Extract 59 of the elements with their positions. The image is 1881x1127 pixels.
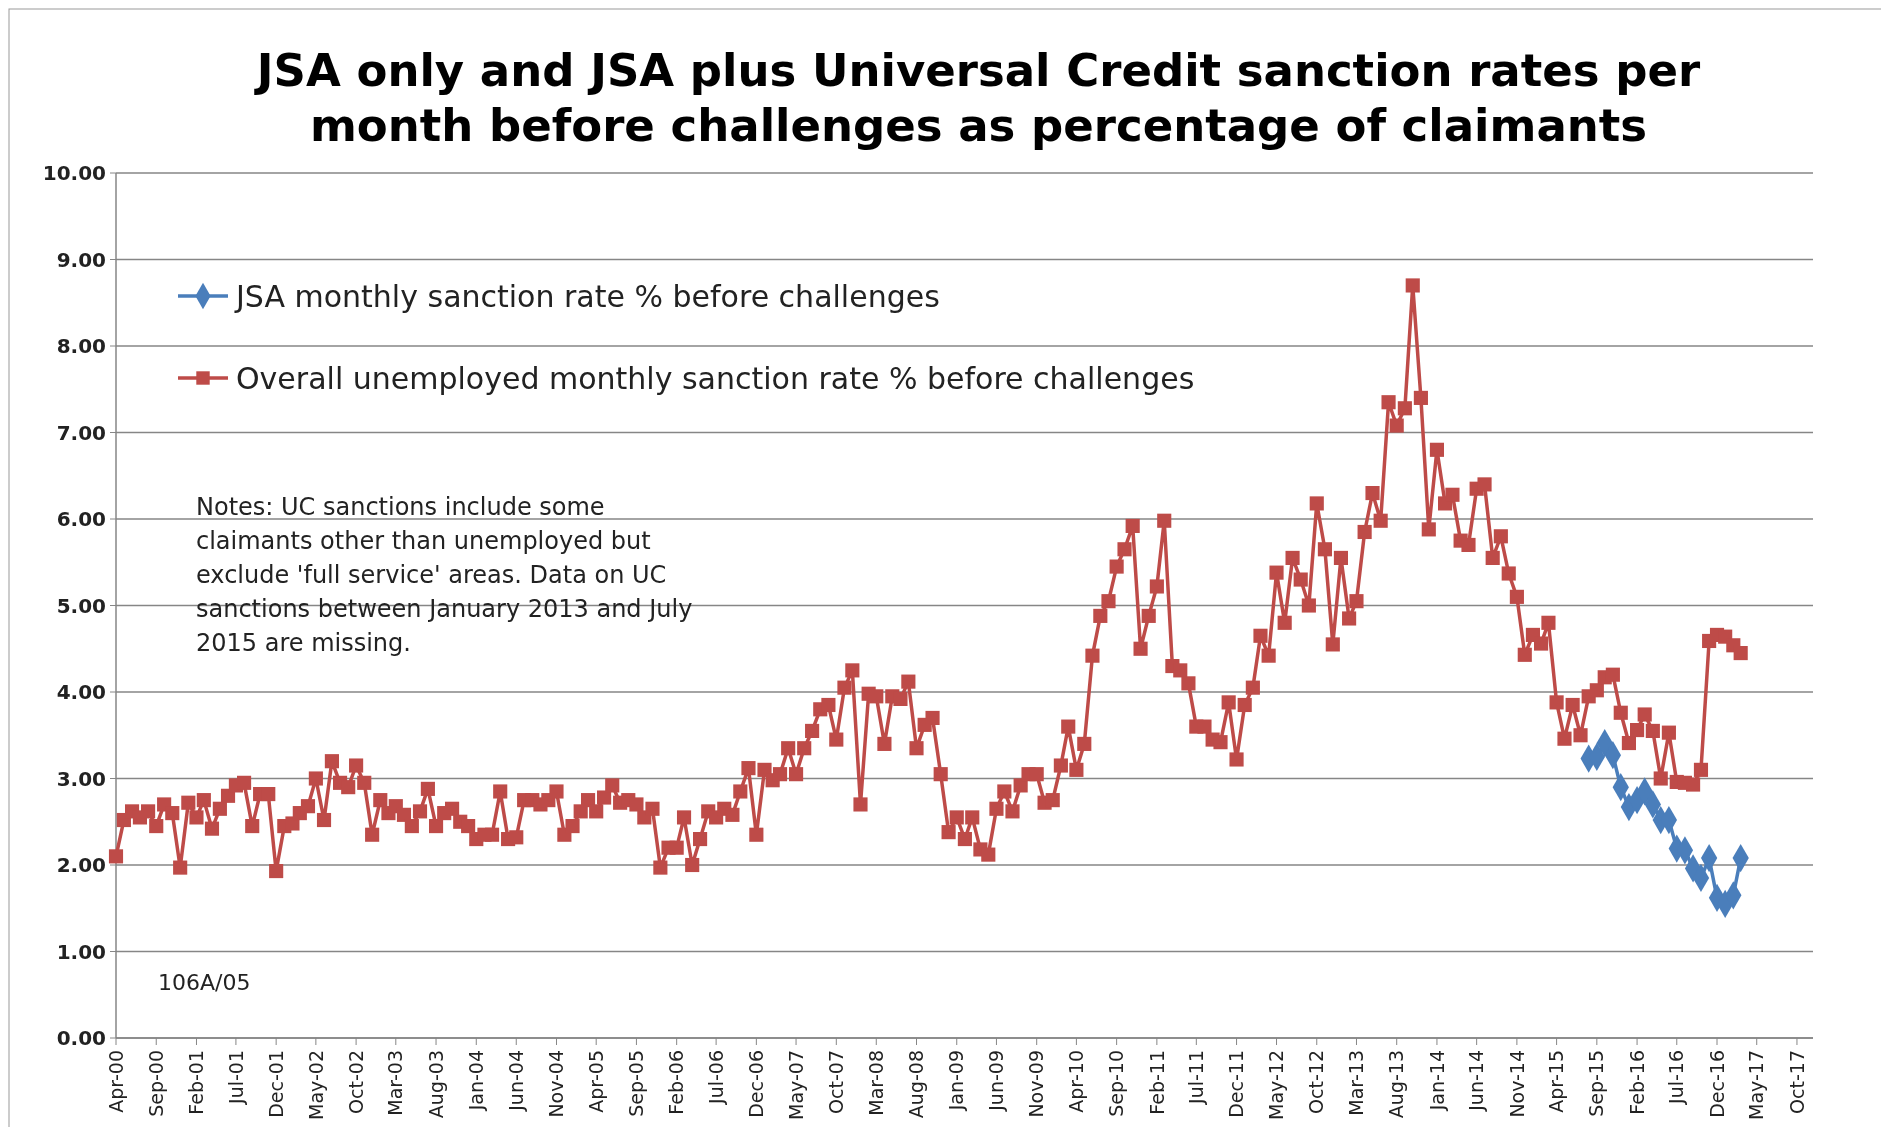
y-tick-label: 0.00 xyxy=(56,1026,106,1050)
x-tick-label: Jan-09 xyxy=(945,1050,968,1112)
y-tick-label: 4.00 xyxy=(56,680,106,704)
x-tick-label: Jan-04 xyxy=(464,1050,487,1112)
y-tick-label: 7.00 xyxy=(56,420,106,445)
x-tick-label: Oct-07 xyxy=(824,1050,847,1114)
x-tick-label: Feb-16 xyxy=(1625,1050,1648,1115)
y-tick-label: 8.00 xyxy=(56,334,106,358)
y-tick-label: 6.00 xyxy=(56,507,106,531)
x-tick-label: Feb-06 xyxy=(665,1050,688,1115)
x-tick-label: Jan-14 xyxy=(1425,1050,1448,1112)
x-tick-label: Dec-16 xyxy=(1705,1050,1728,1118)
x-tick-label: Apr-10 xyxy=(1065,1050,1088,1113)
x-tick-label: Dec-01 xyxy=(264,1050,287,1118)
x-tick-label: Jul-06 xyxy=(704,1050,727,1105)
x-tick-label: May-12 xyxy=(1265,1050,1288,1120)
y-tick-label: 3.00 xyxy=(56,766,106,791)
x-tick-label: Jul-11 xyxy=(1184,1050,1207,1105)
y-tick-label: 10.00 xyxy=(42,161,106,185)
x-tick-label: Jun-04 xyxy=(504,1050,527,1112)
x-tick-label: Oct-02 xyxy=(344,1050,367,1114)
x-tick-label: May-07 xyxy=(784,1050,807,1120)
x-tick-label: Sep-00 xyxy=(144,1050,167,1117)
y-tick-label: 1.00 xyxy=(56,939,106,964)
x-tick-label: Oct-17 xyxy=(1785,1050,1808,1114)
x-tick-label: May-02 xyxy=(304,1050,327,1120)
x-tick-label: Oct-12 xyxy=(1305,1050,1328,1114)
x-tick-label: Jun-09 xyxy=(985,1050,1008,1112)
y-tick-label: 5.00 xyxy=(56,593,106,618)
x-tick-label: Apr-05 xyxy=(584,1050,607,1113)
x-tick-label: Mar-03 xyxy=(384,1050,407,1116)
x-tick-label: Aug-03 xyxy=(424,1050,447,1119)
x-tick-label: Mar-08 xyxy=(864,1050,887,1116)
x-tick-label: Mar-13 xyxy=(1345,1050,1368,1116)
x-tick-label: Jul-01 xyxy=(224,1050,247,1105)
annotation: 106A/05 xyxy=(158,970,251,995)
y-tick-label: 2.00 xyxy=(56,853,106,877)
y-tick-label: 9.00 xyxy=(56,247,106,272)
legend-label: JSA monthly sanction rate % before challenges xyxy=(234,278,940,314)
x-tick-label: Nov-04 xyxy=(545,1050,568,1118)
x-tick-label: Jul-16 xyxy=(1665,1050,1688,1105)
x-tick-label: Dec-06 xyxy=(745,1050,767,1118)
x-tick-label: Nov-14 xyxy=(1505,1050,1528,1118)
x-tick-label: May-17 xyxy=(1745,1050,1768,1120)
x-tick-label: Sep-15 xyxy=(1585,1050,1608,1117)
chart-title: JSA only and JSA plus Universal Credit sanction rates per month before challenges as percentage of claimants xyxy=(253,44,1701,152)
x-tick-label: Jun-14 xyxy=(1465,1050,1488,1112)
annotation: Notes: UC sanctions include some claimants other than unemployed but exclude 'full service' areas. Data on UC sanctions between January 2013 and July 2015 are missing. xyxy=(196,493,693,657)
x-tick-label: Apr-00 xyxy=(104,1050,127,1113)
x-tick-label: Aug-13 xyxy=(1385,1050,1408,1119)
x-tick-label: Dec-11 xyxy=(1225,1050,1248,1118)
x-tick-label: Nov-09 xyxy=(1025,1050,1048,1118)
x-tick-label: Sep-05 xyxy=(625,1050,648,1117)
x-tick-label: Apr-15 xyxy=(1545,1050,1568,1113)
x-tick-label: Aug-08 xyxy=(905,1050,928,1119)
x-tick-label: Feb-11 xyxy=(1145,1050,1168,1115)
x-tick-label: Sep-10 xyxy=(1105,1050,1128,1117)
x-tick-label: Feb-01 xyxy=(185,1050,208,1115)
legend-label: Overall unemployed monthly sanction rate % before challenges xyxy=(236,360,1195,396)
